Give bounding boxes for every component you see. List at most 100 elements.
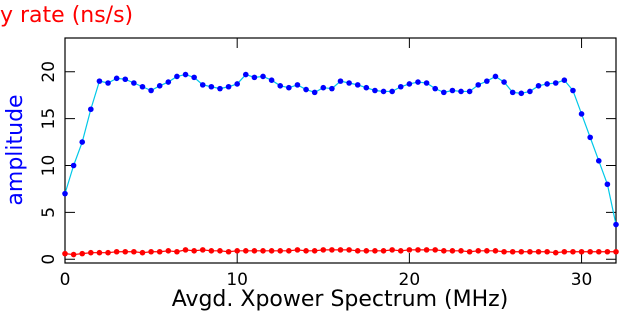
data-point [415,247,421,253]
data-point [604,181,611,188]
plot-frame [64,37,617,264]
data-point [199,247,206,253]
data-point [544,81,550,87]
data-point [501,248,507,255]
data-point [406,81,413,87]
data-point [570,87,576,94]
data-point [148,87,154,94]
data-point [406,247,413,253]
data-point [552,80,559,86]
data-point [501,79,507,85]
data-point [613,248,619,255]
data-point [380,88,387,95]
data-point [432,85,439,92]
x-tick-label: 20 [399,270,421,290]
data-point [578,111,585,117]
data-point [182,247,189,253]
data-point [174,248,180,255]
data-point [139,249,146,256]
data-point [595,248,602,255]
data-point [458,248,464,254]
data-point [484,248,490,254]
data-point [311,89,318,96]
data-point [234,248,240,254]
data-point [251,74,258,81]
data-point [320,84,327,91]
data-point [449,87,456,94]
data-point [242,71,249,78]
data-point [346,80,352,86]
data-point [251,248,258,254]
data-point [260,73,266,80]
data-point [432,247,439,253]
data-point [217,85,223,92]
data-point [475,82,482,88]
data-point [303,86,309,93]
data-point [337,247,344,253]
data-point [509,248,516,255]
data-point [346,247,352,253]
y-tick-label: 10 [39,155,59,177]
data-point [397,83,404,90]
data-point [492,73,499,80]
data-point [96,249,103,256]
data-point [208,83,215,90]
data-point [423,247,430,253]
data-point [449,248,456,254]
data-point [354,82,361,88]
data-point [62,190,68,197]
data-point [234,81,240,87]
data-point [466,88,473,95]
data-point [105,80,111,86]
data-point [96,78,103,84]
data-point [415,79,421,85]
data-point [62,250,68,257]
x-tick-label: 30 [571,270,593,290]
data-point [613,221,619,228]
x-tick-label: 10 [226,270,248,290]
data-point [604,248,611,255]
data-point [527,88,533,95]
data-point [363,248,370,254]
data-point [88,249,94,256]
chart-title: y rate (ns/s) [0,3,133,28]
y-axis-label: amplitude [3,94,28,205]
data-point [242,248,249,254]
data-point [182,71,189,78]
data-point [131,80,137,86]
data-point [208,248,215,254]
data-point [79,250,86,257]
data-point [165,248,172,254]
data-point [277,83,284,89]
data-point [88,106,94,113]
data-point [372,87,378,94]
data-point [518,248,525,255]
data-point [518,90,525,97]
data-point [303,248,309,254]
data-point [578,248,585,255]
data-point [423,80,430,86]
data-point [587,248,593,255]
data-point [587,134,593,141]
data-point [217,248,223,254]
data-point [535,83,542,89]
data-point [260,248,266,254]
data-point [70,162,77,169]
data-point [79,139,86,145]
data-point [122,248,129,255]
data-point [389,88,395,95]
data-point [174,73,180,80]
data-point [397,248,404,254]
data-point [466,248,473,255]
data-point [552,249,559,256]
data-point [105,249,111,256]
data-point [389,247,395,253]
series-line [64,73,617,225]
y-tick-label: 5 [39,207,59,218]
data-point [268,248,275,254]
data-point [561,248,568,255]
data-point [492,248,499,254]
data-point [372,248,378,254]
data-point [570,248,576,255]
data-point [294,82,301,88]
